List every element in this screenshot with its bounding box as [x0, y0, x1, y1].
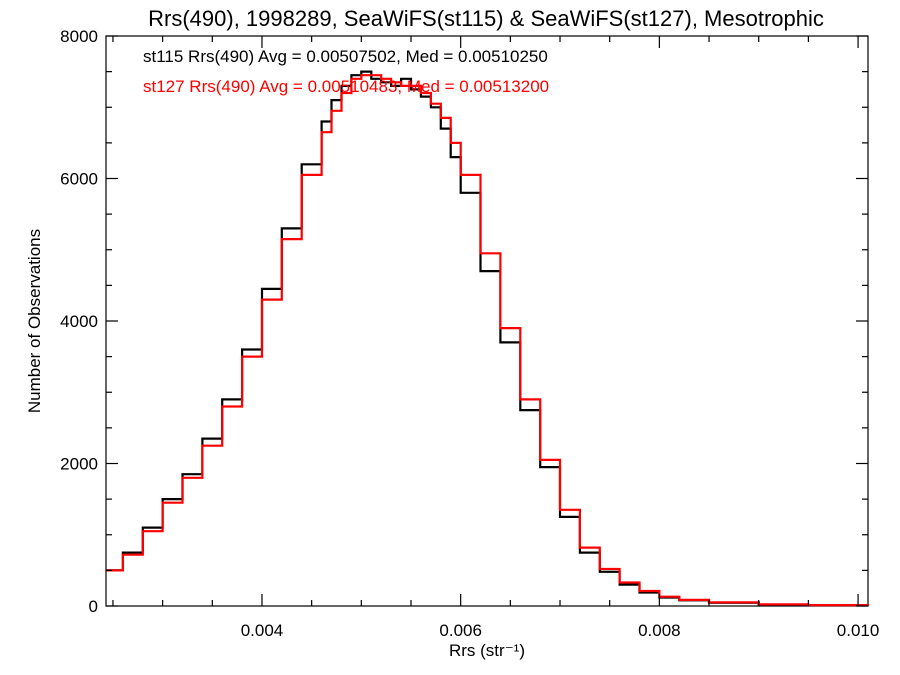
series-layer: [106, 70, 870, 607]
series-line-st115: [106, 70, 870, 607]
y-axis-label: Number of Observations: [25, 229, 44, 413]
tick-layer: 0.004 0.006 0.008 0.010 0 2000 4000 6000 8000: [60, 27, 879, 640]
y-tick-label: 2000: [60, 455, 98, 474]
x-axis-label: Rrs (str⁻¹): [449, 641, 525, 660]
legend-entry-st115: st115 Rrs(490) Avg = 0.00507502, Med = 0…: [143, 47, 548, 66]
plot-frame: [105, 35, 869, 607]
x-tick-label: 0.004: [241, 621, 284, 640]
y-tick-label: 6000: [60, 170, 98, 189]
legend-entry-st127: st127 Rrs(490) Avg = 0.00510483, Med = 0…: [143, 77, 549, 96]
series-line-st127: [106, 74, 870, 607]
y-tick-label: 8000: [60, 27, 98, 46]
x-tick-label: 0.006: [439, 621, 482, 640]
y-tick-label: 4000: [60, 312, 98, 331]
y-tick-label: 0: [89, 597, 98, 616]
x-tick-label: 0.010: [837, 621, 880, 640]
chart-title: Rrs(490), 1998289, SeaWiFS(st115) & SeaW…: [148, 6, 824, 31]
x-tick-label: 0.008: [638, 621, 681, 640]
